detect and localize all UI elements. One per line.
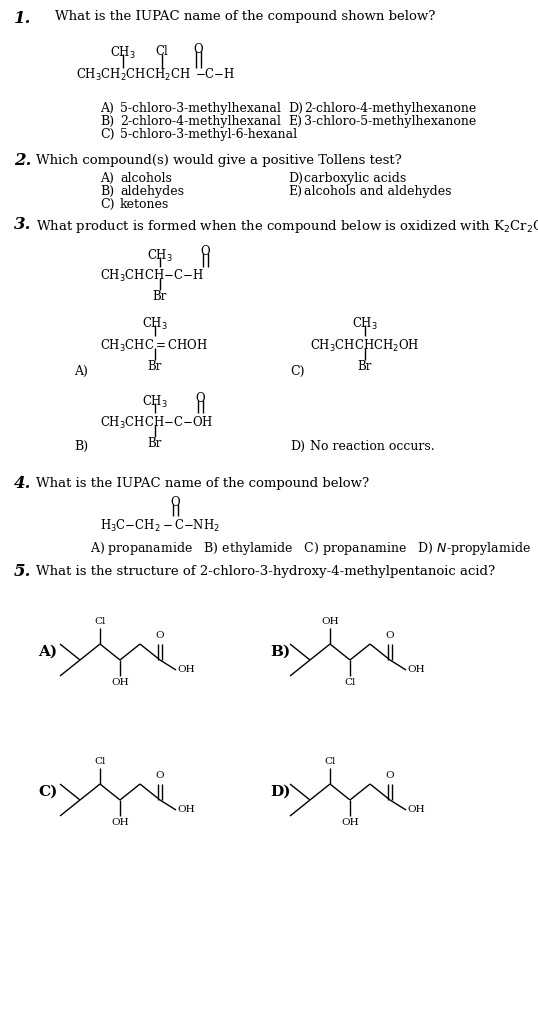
Text: O: O: [155, 771, 164, 780]
Text: E): E): [288, 185, 302, 198]
Text: carboxylic acids: carboxylic acids: [304, 172, 406, 185]
Text: Cl: Cl: [344, 678, 356, 687]
Text: Cl: Cl: [324, 757, 336, 766]
Text: 5.: 5.: [14, 563, 31, 580]
Text: $-$C$-$H: $-$C$-$H: [195, 67, 235, 81]
Text: E): E): [288, 115, 302, 128]
Text: aldehydes: aldehydes: [120, 185, 184, 198]
Text: C): C): [100, 198, 115, 211]
Text: 2.: 2.: [14, 152, 31, 169]
Text: D): D): [288, 102, 303, 115]
Text: 5-chloro-3-methyl-6-hexanal: 5-chloro-3-methyl-6-hexanal: [120, 128, 297, 141]
Text: What is the IUPAC name of the compound shown below?: What is the IUPAC name of the compound s…: [55, 10, 435, 23]
Text: CH$_3$: CH$_3$: [352, 316, 378, 332]
Text: 4.: 4.: [14, 475, 31, 492]
Text: B): B): [74, 440, 88, 453]
Text: O: O: [195, 392, 205, 406]
Text: Cl: Cl: [94, 757, 105, 766]
Text: Br: Br: [148, 437, 162, 450]
Text: O: O: [170, 496, 180, 509]
Text: Br: Br: [153, 290, 167, 303]
Text: What product is formed when the compound below is oxidized with K$_2$Cr$_2$O$_7$: What product is formed when the compound…: [36, 218, 538, 234]
Text: What is the IUPAC name of the compound below?: What is the IUPAC name of the compound b…: [36, 477, 369, 490]
Text: OH: OH: [407, 666, 424, 675]
Text: Which compound(s) would give a positive Tollens test?: Which compound(s) would give a positive …: [36, 154, 402, 167]
Text: Br: Br: [358, 360, 372, 373]
Text: OH: OH: [407, 806, 424, 814]
Text: CH$_3$CHCHCH$_2$OH: CH$_3$CHCHCH$_2$OH: [310, 338, 420, 354]
Text: CH$_3$CHC$=$CHOH: CH$_3$CHC$=$CHOH: [100, 338, 208, 354]
Text: CH$_3$: CH$_3$: [147, 248, 173, 264]
Text: D): D): [288, 172, 303, 185]
Text: A): A): [38, 645, 57, 659]
Text: 2-chloro-4-methylhexanone: 2-chloro-4-methylhexanone: [304, 102, 476, 115]
Text: B): B): [100, 115, 114, 128]
Text: CH$_3$CH$_2$CHCH$_2$CH: CH$_3$CH$_2$CHCH$_2$CH: [76, 67, 190, 83]
Text: What is the structure of 2-chloro-3-hydroxy-4-methylpentanoic acid?: What is the structure of 2-chloro-3-hydr…: [36, 565, 495, 578]
Text: OH: OH: [177, 666, 195, 675]
Text: OH: OH: [111, 678, 129, 687]
Text: OH: OH: [321, 617, 339, 626]
Text: C): C): [100, 128, 115, 141]
Text: 3-chloro-5-methylhexanone: 3-chloro-5-methylhexanone: [304, 115, 476, 128]
Text: 2-chloro-4-methylhexanal: 2-chloro-4-methylhexanal: [120, 115, 281, 128]
Text: CH$_3$CHCH$-$C$-$H: CH$_3$CHCH$-$C$-$H: [100, 268, 204, 284]
Text: D): D): [270, 785, 291, 799]
Text: O: O: [155, 631, 164, 640]
Text: A) propanamide   B) ethylamide   C) propanamine   D) $N$-propylamide: A) propanamide B) ethylamide C) propanam…: [90, 540, 531, 557]
Text: C): C): [290, 365, 305, 378]
Text: O: O: [386, 771, 394, 780]
Text: ketones: ketones: [120, 198, 169, 211]
Text: Cl: Cl: [155, 45, 168, 58]
Text: CH$_3$CHCH$-$C$-$OH: CH$_3$CHCH$-$C$-$OH: [100, 415, 214, 431]
Text: O: O: [200, 245, 210, 258]
Text: CH$_3$: CH$_3$: [142, 316, 168, 332]
Text: alcohols and aldehydes: alcohols and aldehydes: [304, 185, 451, 198]
Text: 5-chloro-3-methylhexanal: 5-chloro-3-methylhexanal: [120, 102, 281, 115]
Text: 3.: 3.: [14, 216, 31, 233]
Text: CH$_3$: CH$_3$: [142, 394, 168, 410]
Text: H$_3$C$-$CH$_2-$C$-$NH$_2$: H$_3$C$-$CH$_2-$C$-$NH$_2$: [100, 518, 220, 535]
Text: D): D): [290, 440, 305, 453]
Text: B): B): [270, 645, 290, 659]
Text: A): A): [100, 172, 114, 185]
Text: A): A): [74, 365, 88, 378]
Text: CH$_3$: CH$_3$: [110, 45, 136, 61]
Text: Br: Br: [148, 360, 162, 373]
Text: O: O: [386, 631, 394, 640]
Text: A): A): [100, 102, 114, 115]
Text: 1.: 1.: [14, 10, 31, 27]
Text: O: O: [193, 43, 203, 56]
Text: OH: OH: [111, 818, 129, 827]
Text: OH: OH: [341, 818, 359, 827]
Text: alcohols: alcohols: [120, 172, 172, 185]
Text: OH: OH: [177, 806, 195, 814]
Text: Cl: Cl: [94, 617, 105, 626]
Text: C): C): [38, 785, 58, 799]
Text: No reaction occurs.: No reaction occurs.: [310, 440, 435, 453]
Text: B): B): [100, 185, 114, 198]
